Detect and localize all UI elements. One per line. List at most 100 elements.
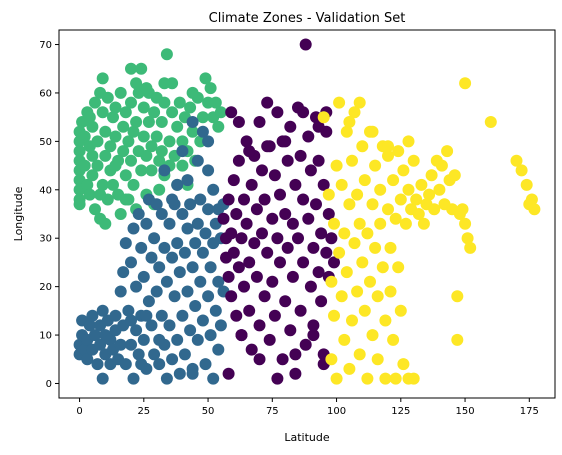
scatter-point	[333, 96, 346, 109]
scatter-point	[135, 241, 148, 254]
scatter-point	[335, 178, 348, 191]
y-tick-label: 40	[39, 185, 52, 196]
scatter-point	[451, 290, 464, 303]
scatter-point	[96, 72, 109, 85]
scatter-point	[328, 217, 340, 230]
scatter-point	[299, 338, 312, 351]
x-tick-label: 175	[520, 406, 539, 417]
scatter-point	[125, 154, 137, 167]
scatter-point	[189, 237, 202, 250]
scatter-point	[96, 372, 109, 385]
scatter-point	[91, 135, 104, 148]
scatter-point	[358, 304, 371, 317]
scatter-point	[212, 343, 225, 356]
scatter-point	[274, 188, 286, 201]
scatter-point	[204, 329, 217, 342]
scatter-point	[325, 353, 338, 366]
scatter-point	[178, 246, 191, 259]
scatter-point	[451, 333, 464, 346]
scatter-point	[358, 174, 371, 187]
scatter-point	[191, 217, 204, 230]
scatter-point	[366, 198, 379, 211]
scatter-point	[130, 116, 143, 128]
scatter-point	[225, 227, 238, 240]
scatter-point	[83, 319, 96, 332]
scatter-point	[132, 348, 145, 361]
scatter-point	[302, 130, 315, 143]
scatter-point	[307, 241, 320, 254]
scatter-point	[155, 208, 168, 220]
scatter-point	[132, 208, 145, 220]
scatter-point	[173, 367, 186, 380]
scatter-point	[281, 241, 294, 254]
scatter-point	[456, 203, 469, 216]
scatter-point	[73, 145, 86, 158]
scatter-point	[227, 246, 240, 259]
scatter-point	[343, 198, 356, 211]
scatter-point	[312, 154, 325, 167]
scatter-point	[227, 174, 240, 187]
scatter-point	[240, 135, 253, 148]
scatter-point	[274, 256, 286, 269]
plot-frame	[58, 29, 556, 399]
scatter-point	[130, 280, 143, 293]
scatter-point	[202, 135, 215, 148]
scatter-point	[181, 222, 194, 235]
scatter-point	[250, 270, 263, 283]
scatter-point	[83, 188, 96, 201]
scatter-point	[384, 241, 397, 254]
scatter-point	[204, 261, 217, 274]
scatter-point	[186, 367, 199, 380]
scatter-point	[325, 232, 338, 245]
scatter-point	[315, 295, 328, 308]
scatter-point	[176, 208, 189, 220]
scatter-point	[268, 169, 281, 182]
scatter-point	[394, 304, 407, 317]
scatter-point	[158, 164, 171, 177]
scatter-point	[441, 145, 454, 158]
scatter-point	[510, 154, 523, 167]
scatter-point	[176, 309, 189, 322]
scatter-point	[266, 212, 279, 225]
scatter-point	[86, 309, 99, 322]
scatter-point	[397, 164, 410, 177]
scatter-point	[238, 280, 250, 293]
scatter-point	[348, 106, 361, 119]
scatter-point	[243, 145, 256, 158]
scatter-point	[428, 203, 441, 216]
scatter-point	[279, 135, 292, 148]
scatter-point	[150, 198, 163, 211]
scatter-point	[366, 329, 379, 342]
scatter-point	[114, 86, 127, 99]
scatter-point	[369, 241, 382, 254]
scatter-point	[135, 358, 148, 371]
scatter-point	[245, 343, 258, 356]
scatter-point	[315, 227, 328, 240]
scatter-point	[338, 227, 351, 240]
scatter-point	[410, 193, 423, 206]
x-tick-label: 75	[266, 406, 279, 417]
scatter-point	[320, 246, 333, 259]
scatter-point	[417, 217, 430, 230]
scatter-point	[91, 159, 104, 172]
scatter-point	[412, 208, 425, 220]
scatter-point	[207, 183, 220, 196]
scatter-point	[137, 130, 150, 143]
scatter-point	[222, 193, 235, 206]
scatter-point	[374, 217, 387, 230]
scatter-point	[119, 169, 132, 182]
scatter-point	[392, 145, 405, 158]
scatter-point	[158, 241, 171, 254]
scatter-point	[160, 372, 173, 385]
scatter-point	[348, 237, 361, 250]
x-tick-label: 150	[456, 406, 475, 417]
x-tick-label: 25	[137, 406, 150, 417]
scatter-point	[317, 111, 330, 124]
scatter-point	[520, 178, 533, 191]
y-tick-label: 0	[46, 379, 52, 390]
scatter-point	[199, 72, 212, 85]
scatter-point	[279, 208, 292, 220]
scatter-point	[140, 149, 153, 162]
scatter-point	[119, 106, 132, 119]
